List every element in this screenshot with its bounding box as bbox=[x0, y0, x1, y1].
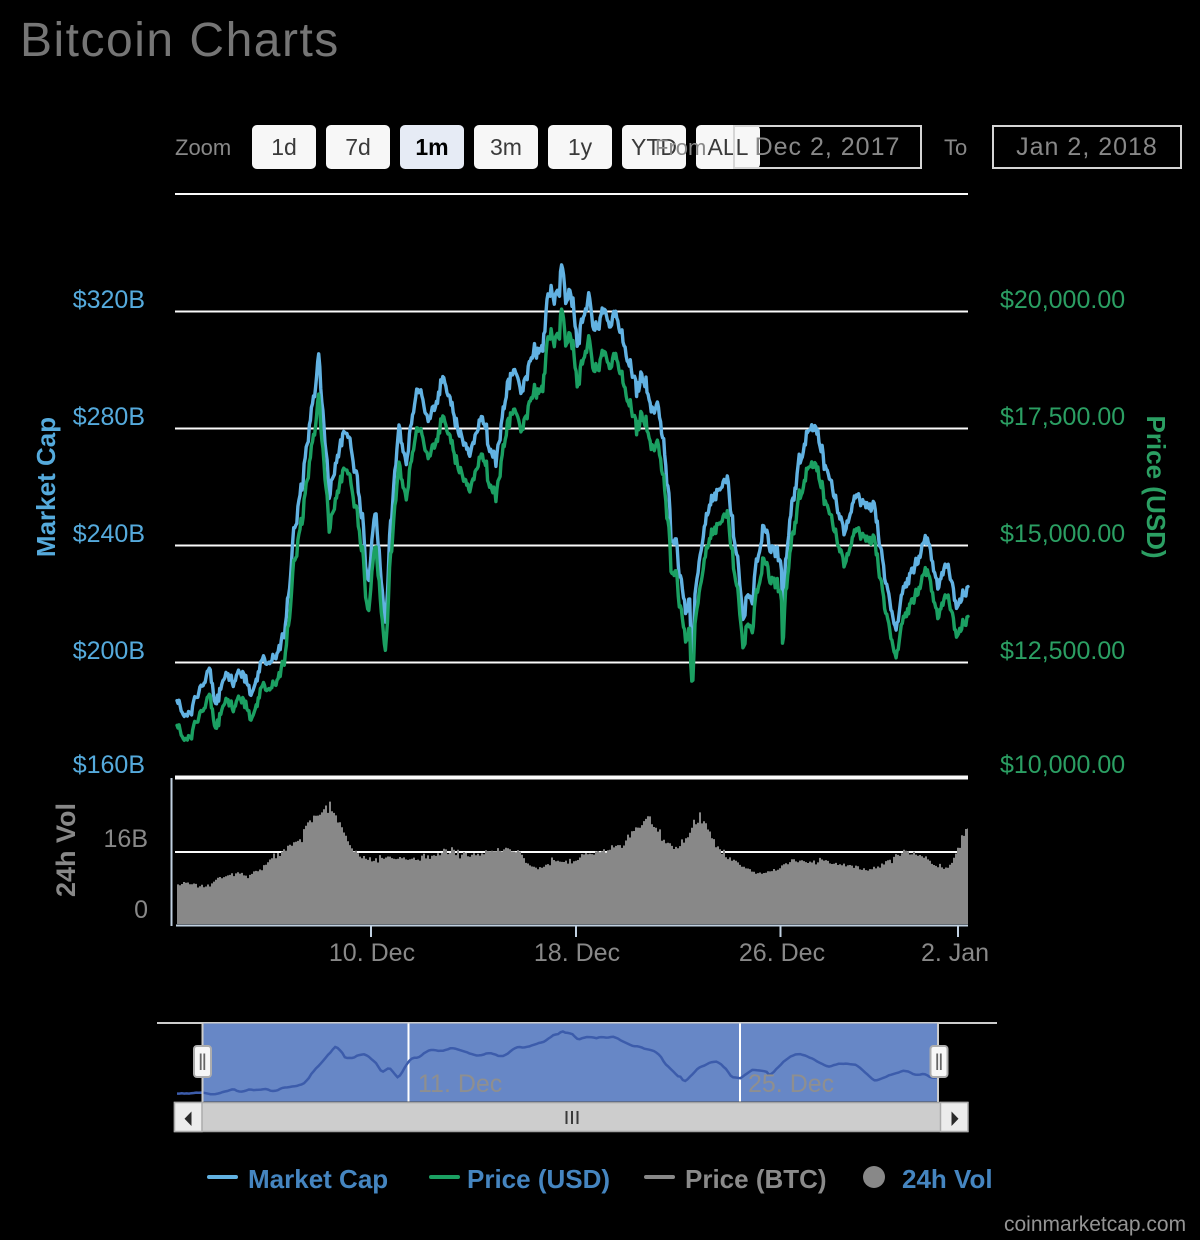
svg-text:25. Dec: 25. Dec bbox=[748, 1070, 834, 1098]
svg-text:$320B: $320B bbox=[73, 286, 145, 314]
svg-text:$15,000.00: $15,000.00 bbox=[1000, 520, 1125, 548]
svg-text:$12,500.00: $12,500.00 bbox=[1000, 637, 1125, 665]
svg-text:$280B: $280B bbox=[73, 403, 145, 431]
svg-text:16B: 16B bbox=[104, 825, 148, 853]
svg-text:18. Dec: 18. Dec bbox=[534, 939, 620, 967]
svg-text:26. Dec: 26. Dec bbox=[739, 939, 825, 967]
svg-text:2. Jan: 2. Jan bbox=[921, 939, 989, 967]
svg-text:10. Dec: 10. Dec bbox=[329, 939, 415, 967]
svg-text:$10,000.00: $10,000.00 bbox=[1000, 751, 1125, 779]
svg-text:Market Cap: Market Cap bbox=[31, 417, 61, 557]
svg-text:Price (USD): Price (USD) bbox=[1141, 415, 1171, 558]
svg-text:11. Dec: 11. Dec bbox=[418, 1070, 502, 1098]
svg-text:$20,000.00: $20,000.00 bbox=[1000, 286, 1125, 314]
svg-text:$17,500.00: $17,500.00 bbox=[1000, 403, 1125, 431]
svg-text:0: 0 bbox=[134, 896, 148, 924]
svg-text:$240B: $240B bbox=[73, 520, 145, 548]
svg-text:$200B: $200B bbox=[73, 637, 145, 665]
svg-text:$160B: $160B bbox=[73, 751, 145, 779]
svg-text:24h Vol: 24h Vol bbox=[51, 803, 81, 897]
